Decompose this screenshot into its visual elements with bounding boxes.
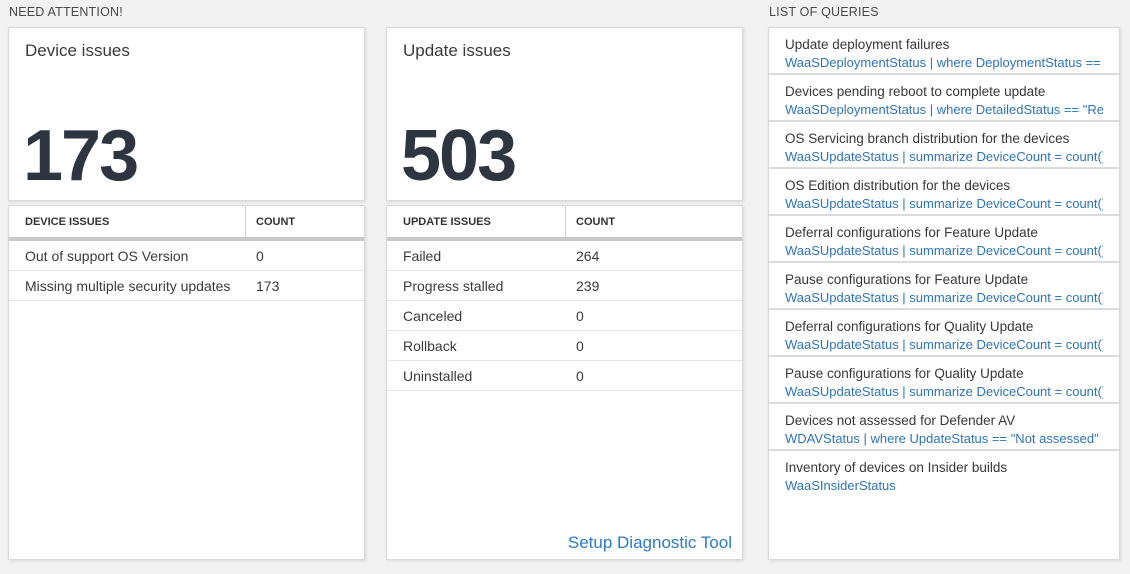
query-title: Pause configurations for Quality Update [785,366,1024,381]
row-name: Failed [403,247,442,264]
query-title: Devices not assessed for Defender AV [785,413,1016,428]
device-issues-total: 173 [23,116,139,196]
row-count: 0 [576,307,584,324]
table-row[interactable]: Rollback 0 [387,331,742,361]
update-issues-table: UPDATE ISSUES COUNT Failed 264 Progress … [386,205,743,560]
query-item[interactable]: Deferral configurations for Feature Upda… [769,216,1119,263]
update-issues-title: Update issues [403,41,511,60]
query-link[interactable]: WaaSDeploymentStatus | where DeploymentS… [785,55,1103,70]
row-name: Out of support OS Version [25,247,189,264]
need-attention-section-label: NEED ATTENTION! [9,5,123,19]
query-item[interactable]: Inventory of devices on Insider builds W… [769,451,1119,559]
row-count: 239 [576,277,600,294]
query-item[interactable]: Update deployment failures WaaSDeploymen… [769,28,1119,75]
device-issues-table: DEVICE ISSUES COUNT Out of support OS Ve… [8,205,365,560]
row-count: 0 [576,367,584,384]
update-issues-total: 503 [401,116,517,196]
list-of-queries-panel: Update deployment failures WaaSDeploymen… [768,27,1120,560]
query-link[interactable]: WDAVStatus | where UpdateStatus == "Not … [785,431,1103,446]
query-item[interactable]: Pause configurations for Feature Update … [769,263,1119,310]
query-title: Update deployment failures [785,37,950,52]
query-title: OS Edition distribution for the devices [785,178,1011,193]
table-row[interactable]: Failed 264 [387,241,742,271]
query-title: Inventory of devices on Insider builds [785,460,1008,475]
query-item[interactable]: OS Edition distribution for the devices … [769,169,1119,216]
update-issues-tile[interactable]: Update issues 503 [386,27,743,201]
device-issues-tile[interactable]: Device issues 173 [8,27,365,201]
query-link[interactable]: WaaSInsiderStatus [785,478,896,493]
query-item[interactable]: OS Servicing branch distribution for the… [769,122,1119,169]
setup-diagnostic-tool-link[interactable]: Setup Diagnostic Tool [567,533,732,552]
table-row[interactable]: Uninstalled 0 [387,361,742,391]
table-row[interactable]: Missing multiple security updates 173 [9,271,364,301]
list-of-queries-section-label: LIST OF QUERIES [769,5,879,19]
table-row[interactable]: Out of support OS Version 0 [9,241,364,271]
device-issues-count-header: COUNT [256,215,296,228]
query-title: Deferral configurations for Feature Upda… [785,225,1038,240]
row-name: Uninstalled [403,367,473,384]
row-name: Progress stalled [403,277,504,294]
row-name: Missing multiple security updates [25,277,231,294]
update-issues-count-header: COUNT [576,215,616,228]
query-link[interactable]: WaaSUpdateStatus | summarize DeviceCount… [785,149,1103,164]
query-link[interactable]: WaaSUpdateStatus | summarize DeviceCount… [785,384,1103,399]
row-name: Canceled [403,307,463,324]
query-title: Deferral configurations for Quality Upda… [785,319,1034,334]
query-title: OS Servicing branch distribution for the… [785,131,1070,146]
row-count: 0 [256,247,264,264]
device-issues-title: Device issues [25,41,130,60]
row-count: 173 [256,277,280,294]
table-header-divider [9,237,364,241]
query-link[interactable]: WaaSUpdateStatus | summarize DeviceCount… [785,196,1103,211]
query-link[interactable]: WaaSUpdateStatus | summarize DeviceCount… [785,290,1103,305]
query-item[interactable]: Pause configurations for Quality Update … [769,357,1119,404]
table-row[interactable]: Canceled 0 [387,301,742,331]
query-link[interactable]: WaaSDeploymentStatus | where DetailedSta… [785,102,1103,117]
update-issues-table-header: UPDATE ISSUES COUNT [387,206,742,237]
query-item[interactable]: Devices not assessed for Defender AV WDA… [769,404,1119,451]
query-link[interactable]: WaaSUpdateStatus | summarize DeviceCount… [785,337,1103,352]
query-item[interactable]: Deferral configurations for Quality Upda… [769,310,1119,357]
table-header-divider [387,237,742,241]
device-issues-table-header: DEVICE ISSUES COUNT [9,206,364,237]
table-row[interactable]: Progress stalled 239 [387,271,742,301]
query-title: Devices pending reboot to complete updat… [785,84,1046,99]
query-item[interactable]: Devices pending reboot to complete updat… [769,75,1119,122]
device-issues-name-header: DEVICE ISSUES [9,206,246,237]
update-issues-name-header: UPDATE ISSUES [387,206,566,237]
row-count: 0 [576,337,584,354]
row-name: Rollback [403,337,457,354]
query-link[interactable]: WaaSUpdateStatus | summarize DeviceCount… [785,243,1103,258]
query-title: Pause configurations for Feature Update [785,272,1029,287]
row-count: 264 [576,247,600,264]
